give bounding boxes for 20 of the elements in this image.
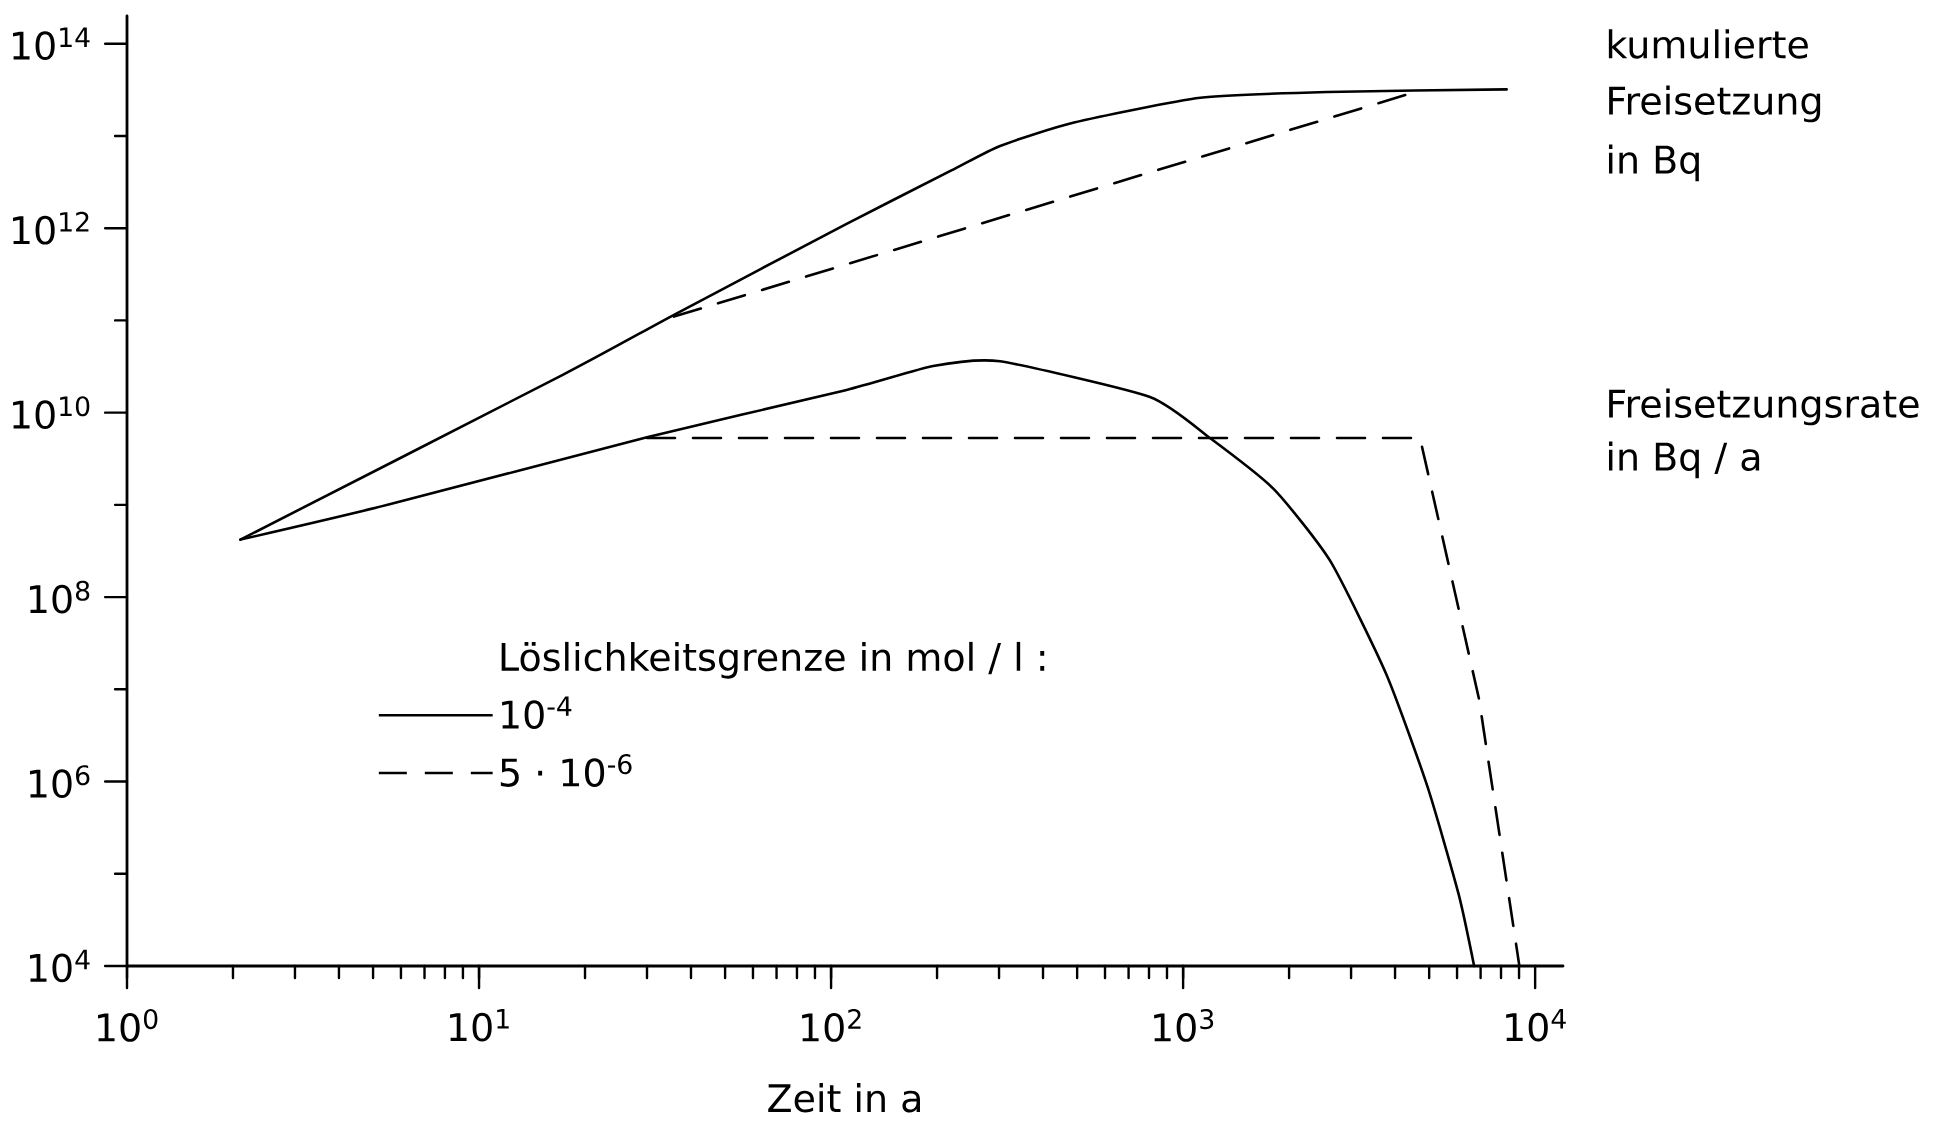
legend-label: 5 · 10$^{-6}$ bbox=[500, 754, 632, 787]
text: kumulierte bbox=[1608, 29, 1808, 59]
legend-label: 10$^{-4}$ bbox=[502, 696, 572, 729]
text: in Bq / a bbox=[1608, 441, 1760, 479]
y-tick-label: 10$^{14}$ bbox=[13, 27, 90, 60]
y-tick-label: 10$^{4}$ bbox=[29, 949, 90, 983]
y-tick-label: 10$^{6}$ bbox=[29, 765, 90, 798]
x-tick-label: 10$^{3}$ bbox=[1154, 1009, 1214, 1042]
x-tick-label: 10$^{0}$ bbox=[98, 1009, 158, 1042]
y-tick-label: 10$^{10}$ bbox=[13, 396, 90, 430]
y-tick-label: 10$^{8}$ bbox=[29, 580, 90, 614]
text: Freisetzungsrate bbox=[1609, 388, 1919, 426]
x-axis-title: Zeit in a bbox=[768, 1083, 920, 1113]
x-tick-label: 10$^{1}$ bbox=[450, 1009, 509, 1042]
text: Freisetzung bbox=[1609, 85, 1821, 123]
legend-title: Löslichkeitsgrenze in mol / l : bbox=[501, 641, 1045, 679]
x-tick-label: 10$^{4}$ bbox=[1506, 1009, 1566, 1042]
y-tick-label: 10$^{12}$ bbox=[13, 211, 89, 245]
text: in Bq bbox=[1608, 144, 1699, 182]
x-tick-label: 10$^{2}$ bbox=[802, 1009, 861, 1042]
